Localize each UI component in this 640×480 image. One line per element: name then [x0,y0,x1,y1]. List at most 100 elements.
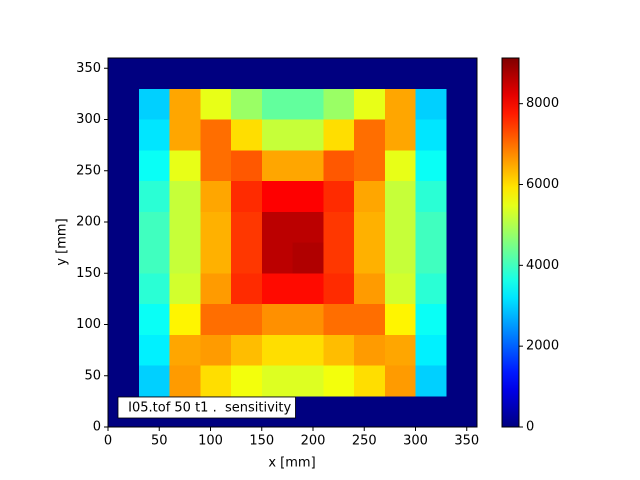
heatmap-cell [138,119,170,151]
heatmap-cell [354,58,386,90]
heatmap-cell [200,58,232,90]
heatmap-cell [231,181,263,213]
heatmap-cell [138,242,170,274]
heatmap-cell [231,365,263,397]
heatmap-cell [231,334,263,366]
heatmap-cell [446,365,478,397]
plot-frame [107,57,478,428]
y-tick-label: 100 [76,317,101,332]
heatmap-cell [415,273,447,305]
annotation: I05.tof 50 t1 . sensitivity [124,401,291,416]
heatmap-cell [415,396,447,428]
y-axis-label: y [mm] [55,218,70,265]
annotation-box [117,396,296,419]
heatmap-cell [292,242,324,274]
heatmap-cell [200,304,232,336]
heatmap-cell [446,242,478,274]
heatmap-cell [323,396,355,428]
heatmap-cell [169,58,201,90]
heatmap-cell [138,150,170,182]
colorbar-tick-label: 0 [526,420,534,435]
heatmap-cell [384,304,416,336]
heatmap-cell [415,150,447,182]
heatmap-cell [169,211,201,243]
heatmap-cell [292,211,324,243]
heatmap-cell [323,150,355,182]
y-tick-label: 50 [84,368,101,383]
heatmap-cell [108,273,140,305]
heatmap-cell [446,211,478,243]
heatmap-cell [354,334,386,366]
heatmap-cell [261,273,293,305]
heatmap-cell [261,181,293,213]
heatmap-cell [261,211,293,243]
y-tick-label: 350 [76,61,101,76]
heatmap-cell [384,88,416,120]
heatmap-cell [231,58,263,90]
heatmap-cell [384,150,416,182]
heatmap-cell [261,88,293,120]
heatmap-cell [292,150,324,182]
x-axis-label: x [mm] [268,456,315,471]
heatmap-cell [261,150,293,182]
heatmap-cell [108,181,140,213]
heatmap-cell [446,304,478,336]
heatmap-cell [231,88,263,120]
heatmap-cell [323,242,355,274]
heatmap-cell [446,396,478,428]
heatmap-cell [108,58,140,90]
y-tick-label: 250 [76,163,101,178]
heatmap-cell [231,242,263,274]
heatmap-cell [292,304,324,336]
heatmap-cell [384,181,416,213]
heatmap-cell [446,181,478,213]
heatmap-cell [108,119,140,151]
heatmap-cell [446,273,478,305]
y-tick-label: 300 [76,112,101,127]
heatmap-cell [261,365,293,397]
heatmap-cell [200,334,232,366]
heatmap-cell [292,58,324,90]
heatmap-cell [261,304,293,336]
heatmap-cell [292,119,324,151]
x-tick-label: 150 [249,434,274,449]
x-tick-label: 350 [454,434,479,449]
heatmap-cell [354,304,386,336]
heatmap-cell [415,211,447,243]
colorbar-tick-label: 6000 [526,177,559,192]
colorbar-tick-label: 4000 [526,258,559,273]
heatmap-cell [261,334,293,366]
heatmap-cell [292,181,324,213]
heatmap-cell [323,119,355,151]
y-tick-label: 150 [76,266,101,281]
heatmap-cell [138,88,170,120]
heatmap-cell [415,242,447,274]
heatmap-cell [446,150,478,182]
x-tick-label: 250 [352,434,377,449]
heatmap-cell [200,150,232,182]
heatmap-cell [169,334,201,366]
heatmap-cell [415,334,447,366]
x-tick-label: 50 [151,434,168,449]
heatmap-cell [384,58,416,90]
heatmap-cell [446,119,478,151]
heatmap-cell [231,304,263,336]
heatmap-cell [169,150,201,182]
heatmap-cell [354,150,386,182]
heatmap-cell [108,334,140,366]
heatmap-cell [415,304,447,336]
colorbar [501,57,520,428]
heatmap-cell [292,365,324,397]
colorbar-tick-label: 2000 [526,339,559,354]
heatmap-cell [231,150,263,182]
heatmap-cell [354,88,386,120]
heatmap-cell [169,304,201,336]
heatmap-cell [323,304,355,336]
heatmap-cell [231,211,263,243]
heatmap-cell [169,119,201,151]
y-tick-label: 200 [76,215,101,230]
heatmap-cell [169,181,201,213]
heatmap-cell [108,304,140,336]
heatmap-cell [138,181,170,213]
heatmap-cell [169,242,201,274]
